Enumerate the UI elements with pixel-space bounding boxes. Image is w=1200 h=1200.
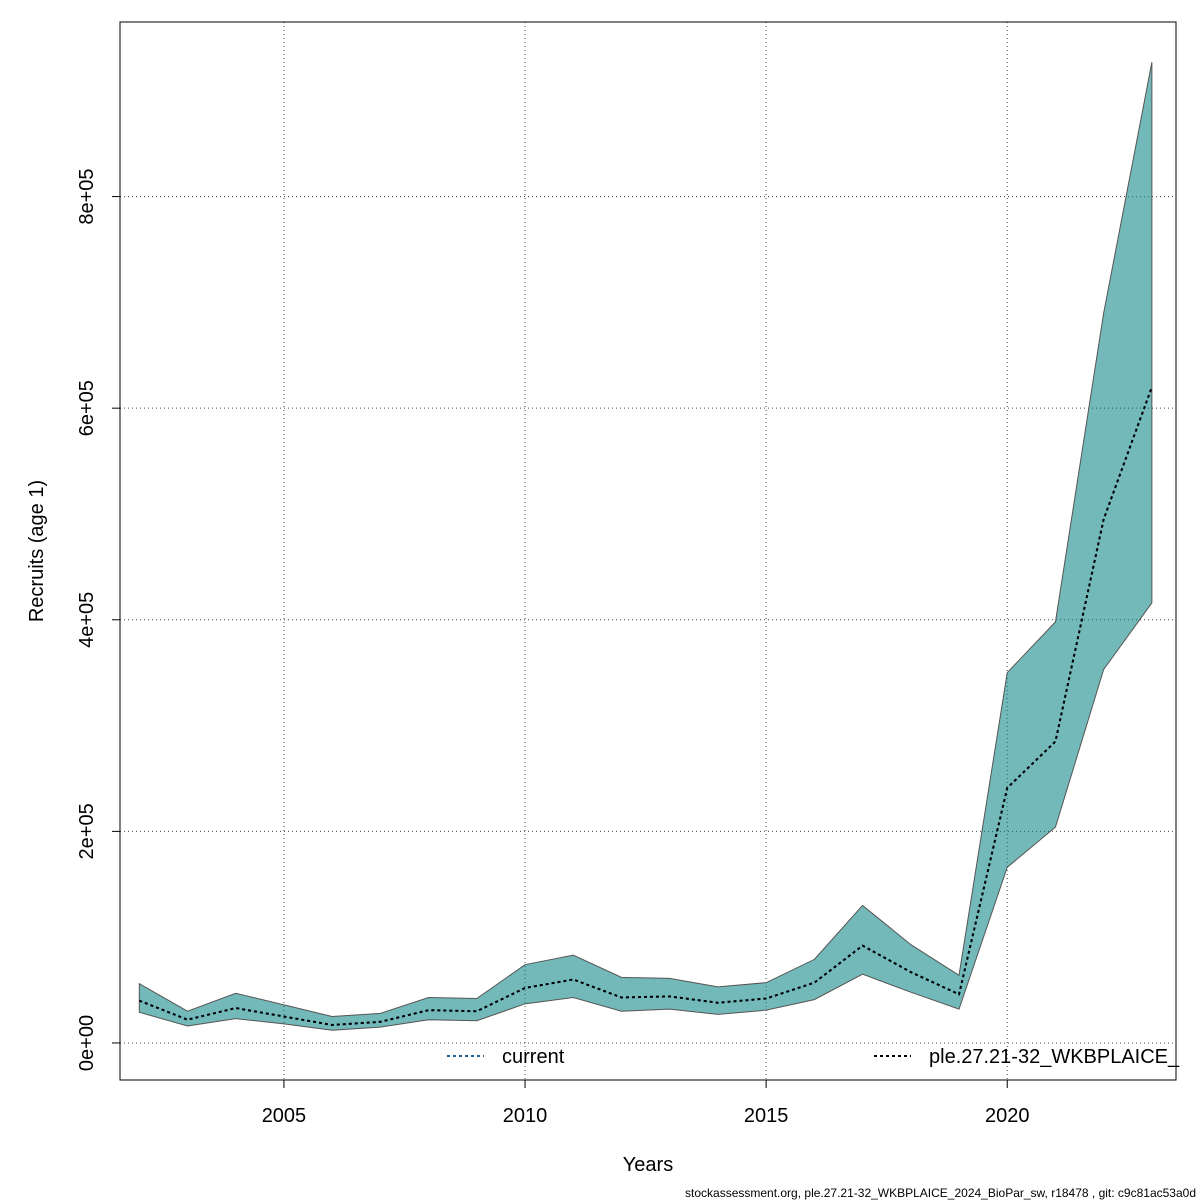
y-axis: 0e+00 2e+05 4e+05 6e+05 8e+05	[76, 168, 120, 1071]
x-tick-label-2015: 2015	[744, 1105, 789, 1127]
legend-label-ple: ple.27.21-32_WKBPLAICE_	[929, 1046, 1180, 1068]
legend: current ple.27.21-32_WKBPLAICE_	[447, 1046, 1180, 1068]
y-tick-label-0e+00: 0e+00	[76, 1015, 98, 1071]
y-tick-label-4e+05: 4e+05	[76, 592, 98, 648]
series-line-0	[138, 386, 1153, 1026]
x-axis-title: Years	[623, 1154, 673, 1176]
plot-frame	[119, 21, 1177, 1081]
y-tick-label-8e+05: 8e+05	[76, 168, 98, 224]
y-tick-label-2e+05: 2e+05	[76, 803, 98, 859]
series-line-1	[138, 386, 1153, 1026]
x-tick-label-2005: 2005	[262, 1105, 307, 1127]
legend-label-current: current	[502, 1046, 565, 1068]
x-axis: 2005 2010 2015 2020	[262, 1080, 1030, 1127]
footer-credit: stockassessment.org, ple.27.21-32_WKBPLA…	[685, 1186, 1196, 1200]
confidence-band-1	[138, 62, 1153, 1031]
y-tick-label-6e+05: 6e+05	[76, 380, 98, 436]
x-tick-label-2020: 2020	[985, 1105, 1030, 1127]
x-tick-label-2010: 2010	[503, 1105, 548, 1127]
grid-lines	[120, 22, 1176, 1080]
y-axis-title: Recruits (age 1)	[26, 480, 48, 622]
confidence-bands	[138, 62, 1153, 1031]
series-lines	[138, 386, 1153, 1026]
